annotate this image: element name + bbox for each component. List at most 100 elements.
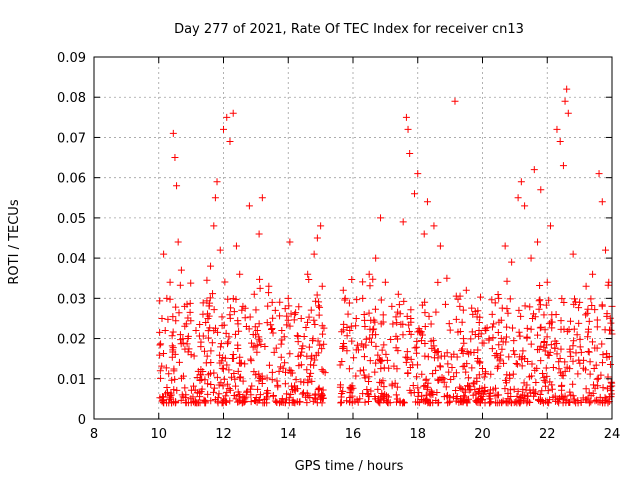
background-point xyxy=(348,392,356,400)
background-point xyxy=(413,337,421,345)
data-point xyxy=(177,266,185,274)
background-point xyxy=(245,325,253,333)
background-point xyxy=(271,397,279,405)
background-point xyxy=(318,391,326,399)
background-point xyxy=(216,359,224,367)
background-point xyxy=(171,375,179,383)
y-tick-label: 0.02 xyxy=(57,333,86,348)
background-point xyxy=(569,357,577,365)
background-point xyxy=(580,356,588,364)
background-point xyxy=(236,374,244,382)
background-point xyxy=(583,309,591,317)
background-point xyxy=(543,372,551,380)
background-point xyxy=(210,327,218,335)
background-point xyxy=(305,343,313,351)
background-point xyxy=(306,372,314,380)
background-point xyxy=(576,359,584,367)
data-point xyxy=(564,109,572,117)
background-point xyxy=(516,332,524,340)
background-point xyxy=(239,377,247,385)
background-point xyxy=(298,390,306,398)
background-point xyxy=(481,383,489,391)
background-point xyxy=(362,335,370,343)
background-point xyxy=(314,302,322,310)
background-point xyxy=(353,341,361,349)
background-point xyxy=(467,335,475,343)
background-point xyxy=(183,300,191,308)
background-point xyxy=(167,394,175,402)
background-point xyxy=(164,388,172,396)
background-point xyxy=(179,393,187,401)
background-point xyxy=(338,390,346,398)
background-point xyxy=(403,348,411,356)
background-point xyxy=(319,367,327,375)
background-point xyxy=(590,365,598,373)
background-point xyxy=(169,344,177,352)
background-point xyxy=(603,385,611,393)
background-point xyxy=(445,368,453,376)
background-point xyxy=(374,385,382,393)
background-point xyxy=(298,348,306,356)
background-point xyxy=(338,358,346,366)
background-point xyxy=(392,391,400,399)
background-point xyxy=(542,364,550,372)
background-point xyxy=(434,376,442,384)
background-point xyxy=(207,381,215,389)
background-point xyxy=(227,304,235,312)
background-point xyxy=(311,356,319,364)
background-point xyxy=(430,342,438,350)
background-point xyxy=(542,301,550,309)
background-point xyxy=(371,368,379,376)
background-point xyxy=(520,391,528,399)
background-point xyxy=(545,296,553,304)
background-point xyxy=(184,332,192,340)
background-point xyxy=(473,398,481,406)
background-point xyxy=(279,364,287,372)
background-point xyxy=(551,344,559,352)
background-point xyxy=(303,389,311,397)
background-point xyxy=(418,370,426,378)
data-point xyxy=(556,137,564,145)
background-point xyxy=(405,321,413,329)
background-point xyxy=(561,367,569,375)
background-point xyxy=(584,305,592,313)
background-point xyxy=(569,342,577,350)
background-point xyxy=(305,313,313,321)
background-point xyxy=(587,398,595,406)
data-point xyxy=(339,286,347,294)
data-point xyxy=(423,198,431,206)
background-point xyxy=(514,387,522,395)
background-point xyxy=(529,310,537,318)
background-point xyxy=(549,364,557,372)
background-point xyxy=(220,321,228,329)
background-point xyxy=(256,275,264,283)
background-point xyxy=(531,389,539,397)
background-point xyxy=(343,397,351,405)
background-point xyxy=(380,341,388,349)
background-point xyxy=(247,339,255,347)
background-point xyxy=(474,355,482,363)
background-point xyxy=(598,340,606,348)
background-point xyxy=(458,318,466,326)
background-point xyxy=(584,333,592,341)
background-point xyxy=(555,365,563,373)
data-point xyxy=(173,182,181,190)
background-point xyxy=(404,370,412,378)
background-point xyxy=(272,344,280,352)
background-point xyxy=(582,385,590,393)
background-point xyxy=(392,398,400,406)
data-point xyxy=(210,222,218,230)
data-point xyxy=(598,198,606,206)
background-point xyxy=(196,389,204,397)
background-point xyxy=(565,326,573,334)
data-point xyxy=(232,242,240,250)
background-point xyxy=(414,328,422,336)
background-point xyxy=(544,387,552,395)
background-point xyxy=(366,282,374,290)
background-point xyxy=(223,380,231,388)
background-point xyxy=(314,349,322,357)
background-point xyxy=(214,328,222,336)
background-point xyxy=(163,399,171,407)
background-point xyxy=(293,332,301,340)
background-point xyxy=(393,365,401,373)
